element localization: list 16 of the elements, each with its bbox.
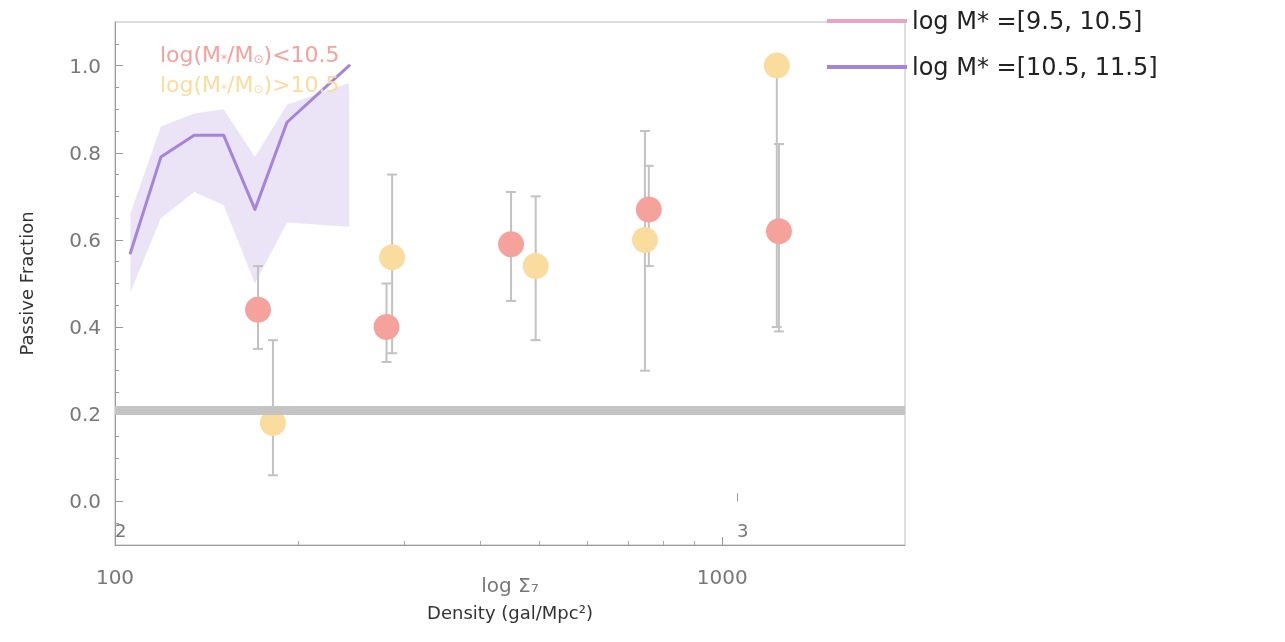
- y-tick-label: 1.0: [69, 53, 101, 78]
- x2-tick-label: 3: [737, 519, 749, 541]
- legend-label: log M* =[9.5, 10.5]: [912, 7, 1143, 35]
- y-axis-title: Passive Fraction: [15, 211, 37, 356]
- y-tick-label: 0.4: [69, 315, 101, 340]
- x-tick-label: 1000: [696, 565, 748, 589]
- text: log(M*/M⊙)<10.5: [160, 41, 340, 67]
- y-tick-label: 0.6: [69, 227, 101, 252]
- legend-label: log M* =[10.5, 11.5]: [912, 53, 1158, 81]
- y-tick-label: 0.0: [69, 489, 101, 514]
- y-tick-label: 0.8: [69, 140, 101, 165]
- x2-axis-title: log Σ₇: [481, 573, 539, 597]
- x-axis-title: Density (gal/Mpc²): [427, 601, 593, 623]
- y-tick-label: 0.2: [69, 402, 101, 427]
- x2-tick-label: 2: [115, 519, 127, 541]
- x-tick-label: 100: [95, 565, 135, 589]
